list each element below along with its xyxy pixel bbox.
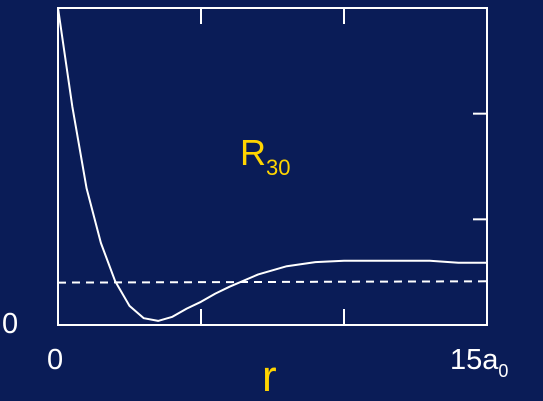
- curve-annotation-main: R: [240, 132, 266, 173]
- x-tick-label-max-main: 15a: [450, 344, 499, 376]
- curve-annotation-subscript: 30: [266, 155, 291, 180]
- radial-wavefunction-chart: [57, 7, 488, 326]
- plot-frame: [57, 7, 488, 326]
- zero-baseline-dashed: [57, 280, 488, 284]
- radial-function-curve: [57, 7, 487, 322]
- x-axis-label: r: [262, 352, 277, 401]
- series-layer: [57, 7, 488, 322]
- y-tick-label-zero: 0: [2, 308, 19, 340]
- curve-annotation: R30: [240, 135, 290, 179]
- x-tick-label-max: 15a0: [450, 344, 509, 381]
- x-tick-label-max-subscript: 0: [498, 361, 509, 381]
- x-tick-label-zero: 0: [47, 344, 64, 376]
- tick-marks: [200, 8, 487, 325]
